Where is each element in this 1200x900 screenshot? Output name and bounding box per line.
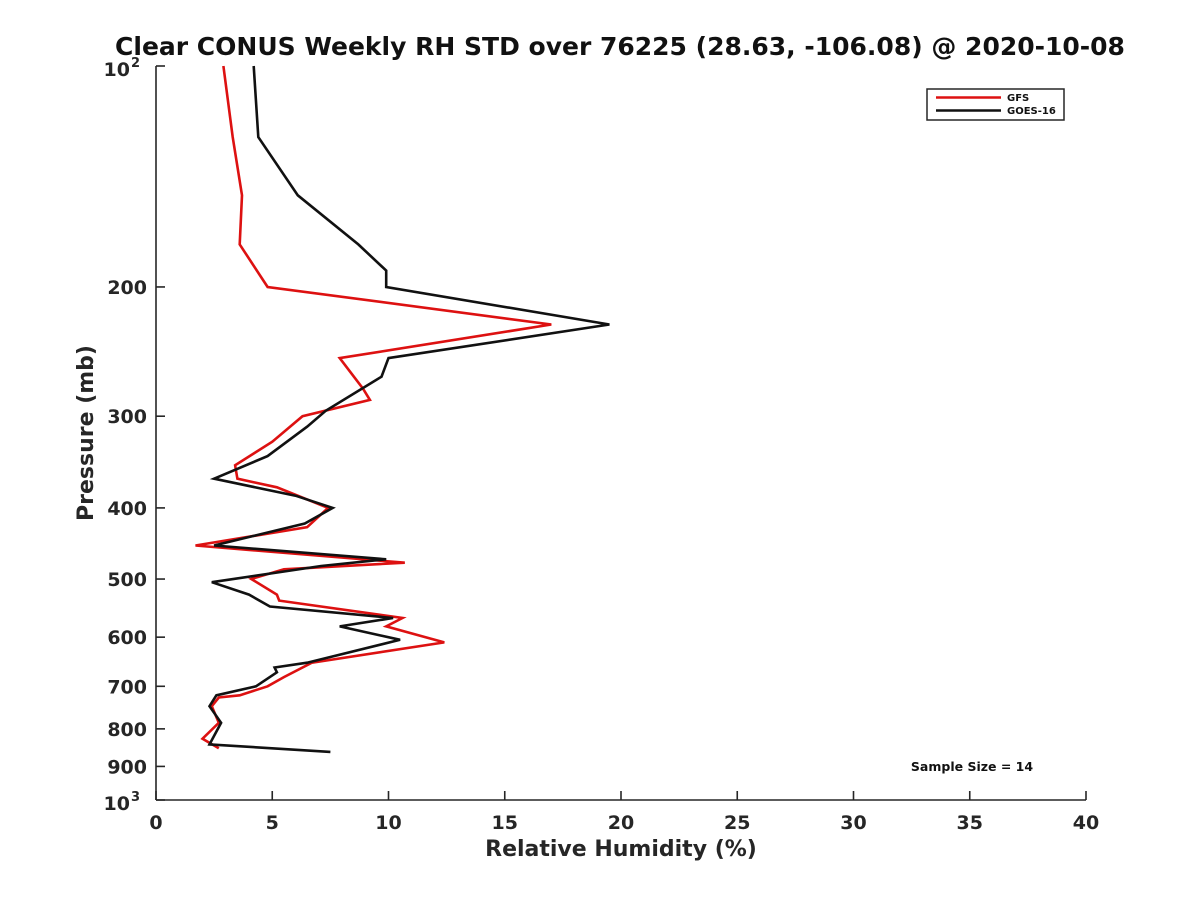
y-axis-label: Pressure (mb) bbox=[74, 345, 99, 521]
y-tick-exponent: 2 bbox=[131, 56, 140, 71]
y-tick-label: 800 bbox=[107, 719, 147, 741]
legend: GFS GOES-16 bbox=[926, 88, 1065, 121]
x-tick-label: 35 bbox=[957, 812, 983, 834]
series-lines bbox=[195, 65, 610, 754]
chart-title: Clear CONUS Weekly RH STD over 76225 (28… bbox=[115, 32, 1125, 61]
x-tick-label: 10 bbox=[375, 812, 401, 834]
x-tick-label: 15 bbox=[492, 812, 518, 834]
y-tick-label: 10 bbox=[104, 793, 130, 815]
x-tick-label: 40 bbox=[1073, 812, 1099, 834]
y-tick-label: 600 bbox=[107, 627, 147, 649]
legend-label-goes16: GOES-16 bbox=[1007, 106, 1056, 117]
y-tick-label: 200 bbox=[107, 277, 147, 299]
legend-box bbox=[926, 88, 1065, 121]
x-tick-label: 0 bbox=[149, 812, 162, 834]
sample-size-annotation: Sample Size = 14 bbox=[911, 759, 1033, 774]
series-line-gfs bbox=[195, 65, 552, 750]
x-tick-label: 30 bbox=[840, 812, 866, 834]
plot-area: 0 5 10 15 20 25 30 35 40 10 220030040050060070080… bbox=[104, 56, 1100, 834]
x-tick-label: 20 bbox=[608, 812, 634, 834]
x-axis-label: Relative Humidity (%) bbox=[485, 837, 757, 862]
y-tick-exponent: 3 bbox=[131, 790, 140, 805]
x-tick-label: 25 bbox=[724, 812, 750, 834]
series-line-goes16 bbox=[207, 65, 610, 754]
y-tick-label: 400 bbox=[107, 498, 147, 520]
x-ticks: 0 5 10 15 20 25 30 35 40 bbox=[149, 791, 1099, 834]
y-tick-label: 700 bbox=[107, 676, 147, 698]
y-tick-label: 300 bbox=[107, 406, 147, 428]
legend-label-gfs: GFS bbox=[1007, 93, 1029, 104]
y-tick-label: 500 bbox=[107, 569, 147, 591]
x-tick-label: 5 bbox=[266, 812, 279, 834]
y-tick-label: 10 bbox=[104, 59, 130, 81]
y-tick-label: 900 bbox=[107, 756, 147, 778]
